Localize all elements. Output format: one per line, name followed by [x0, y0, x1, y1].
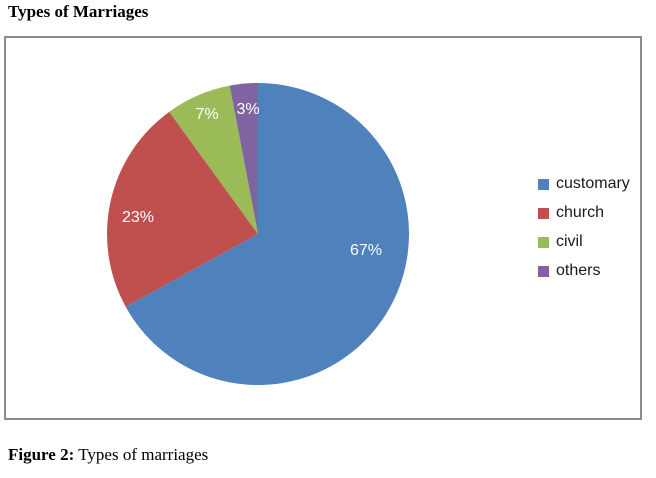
- legend-item-customary: customary: [538, 174, 630, 194]
- legend-label: civil: [556, 233, 583, 250]
- legend-swatch-icon: [538, 178, 549, 190]
- pie-data-label-church: 23%: [121, 209, 155, 226]
- figure-caption: Figure 2: Types of marriages: [8, 445, 208, 465]
- pie-data-label-others: 3%: [236, 101, 260, 118]
- legend-swatch-icon: [538, 265, 549, 277]
- pie-slice-others: [229, 83, 258, 234]
- legend-label: church: [556, 204, 605, 221]
- chart-area: customary church civil others 67% 23% 7% 3%: [4, 36, 642, 420]
- pie-slice-civil: [169, 85, 258, 234]
- legend-item-others: others: [538, 261, 630, 281]
- pie-data-label-civil: 7%: [195, 106, 219, 123]
- legend-item-church: church: [538, 203, 630, 223]
- chart-title: Types of Marriages: [8, 2, 149, 21]
- figure-caption-prefix: Figure 2:: [8, 445, 75, 464]
- pie-slice-customary: [125, 83, 409, 385]
- legend-label: customary: [556, 175, 630, 192]
- pie-chart: [107, 83, 409, 385]
- figure-caption-text: Types of marriages: [74, 445, 209, 464]
- legend-swatch-icon: [538, 207, 549, 219]
- legend-swatch-icon: [538, 236, 549, 248]
- legend-item-civil: civil: [538, 232, 630, 252]
- legend: customary church civil others: [538, 174, 630, 290]
- legend-label: others: [556, 262, 601, 279]
- pie-slice-church: [107, 111, 258, 307]
- pie-data-label-customary: 67%: [349, 242, 383, 259]
